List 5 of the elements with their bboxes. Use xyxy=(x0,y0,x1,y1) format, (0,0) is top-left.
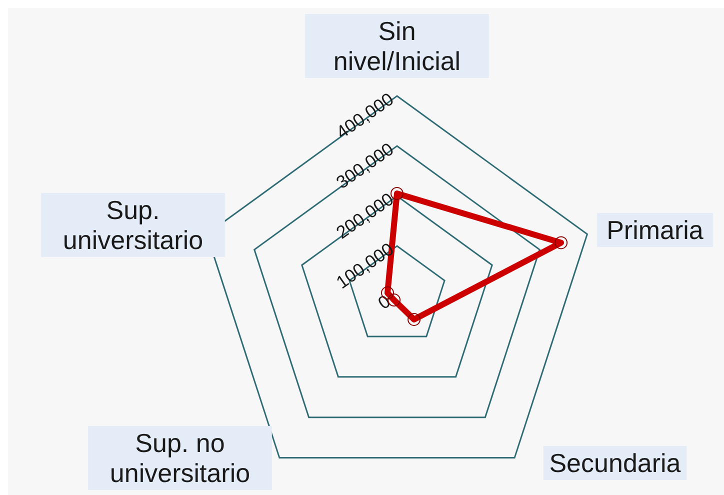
spoke-label: Sup. no universitario xyxy=(110,428,250,488)
spoke-label: Sup. universitario xyxy=(62,195,204,255)
spoke-label: Primaria xyxy=(606,215,704,245)
spoke-label: Secundaria xyxy=(549,448,682,478)
spoke-label: Sin nivel/Inicial xyxy=(333,16,461,76)
